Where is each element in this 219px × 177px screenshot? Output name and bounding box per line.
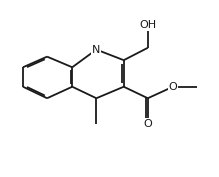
Text: O: O	[169, 82, 177, 92]
Text: OH: OH	[139, 20, 156, 30]
Text: N: N	[92, 45, 101, 55]
Text: O: O	[143, 119, 152, 129]
